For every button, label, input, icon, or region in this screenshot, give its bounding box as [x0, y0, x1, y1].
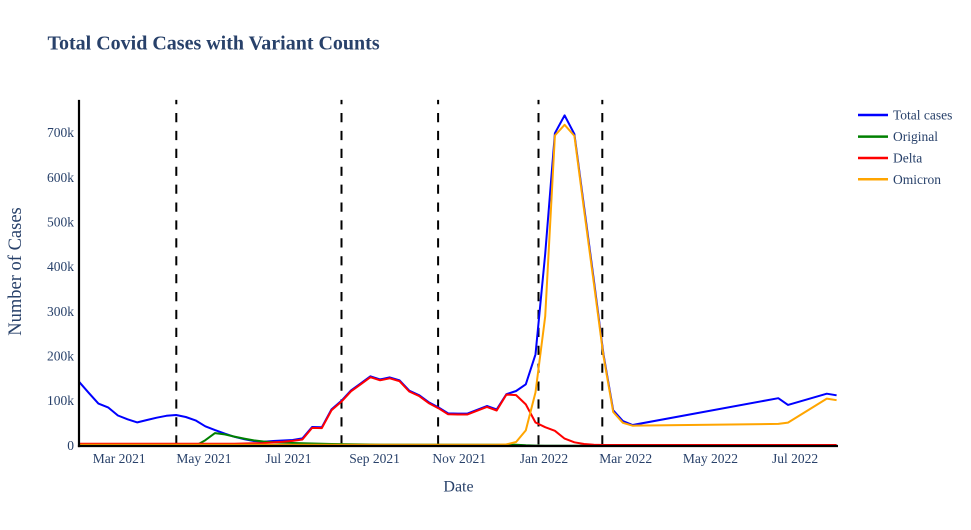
svg-text:May 2022: May 2022 — [683, 451, 738, 466]
svg-text:Delta: Delta — [893, 151, 922, 166]
svg-text:0: 0 — [67, 438, 74, 453]
svg-text:Mar 2021: Mar 2021 — [93, 451, 146, 466]
svg-text:400k: 400k — [47, 259, 74, 274]
svg-text:600k: 600k — [47, 170, 74, 185]
svg-text:Sep 2021: Sep 2021 — [349, 451, 400, 466]
svg-text:700k: 700k — [47, 125, 74, 140]
svg-text:Jan 2022: Jan 2022 — [520, 451, 568, 466]
svg-text:100k: 100k — [47, 393, 74, 408]
svg-text:Mar 2022: Mar 2022 — [599, 451, 652, 466]
svg-text:Nov 2021: Nov 2021 — [432, 451, 486, 466]
svg-text:Original: Original — [893, 129, 938, 144]
svg-text:300k: 300k — [47, 304, 74, 319]
svg-text:May 2021: May 2021 — [176, 451, 231, 466]
svg-text:Total Covid Cases with Variant: Total Covid Cases with Variant Counts — [48, 33, 380, 55]
svg-text:200k: 200k — [47, 349, 74, 364]
svg-text:Number of Cases: Number of Cases — [6, 207, 26, 335]
svg-text:Jul 2022: Jul 2022 — [772, 451, 818, 466]
svg-text:Jul 2021: Jul 2021 — [265, 451, 311, 466]
svg-text:Total cases: Total cases — [893, 108, 952, 123]
svg-text:Omicron: Omicron — [893, 172, 941, 187]
svg-text:500k: 500k — [47, 215, 74, 230]
svg-text:Date: Date — [443, 479, 473, 496]
